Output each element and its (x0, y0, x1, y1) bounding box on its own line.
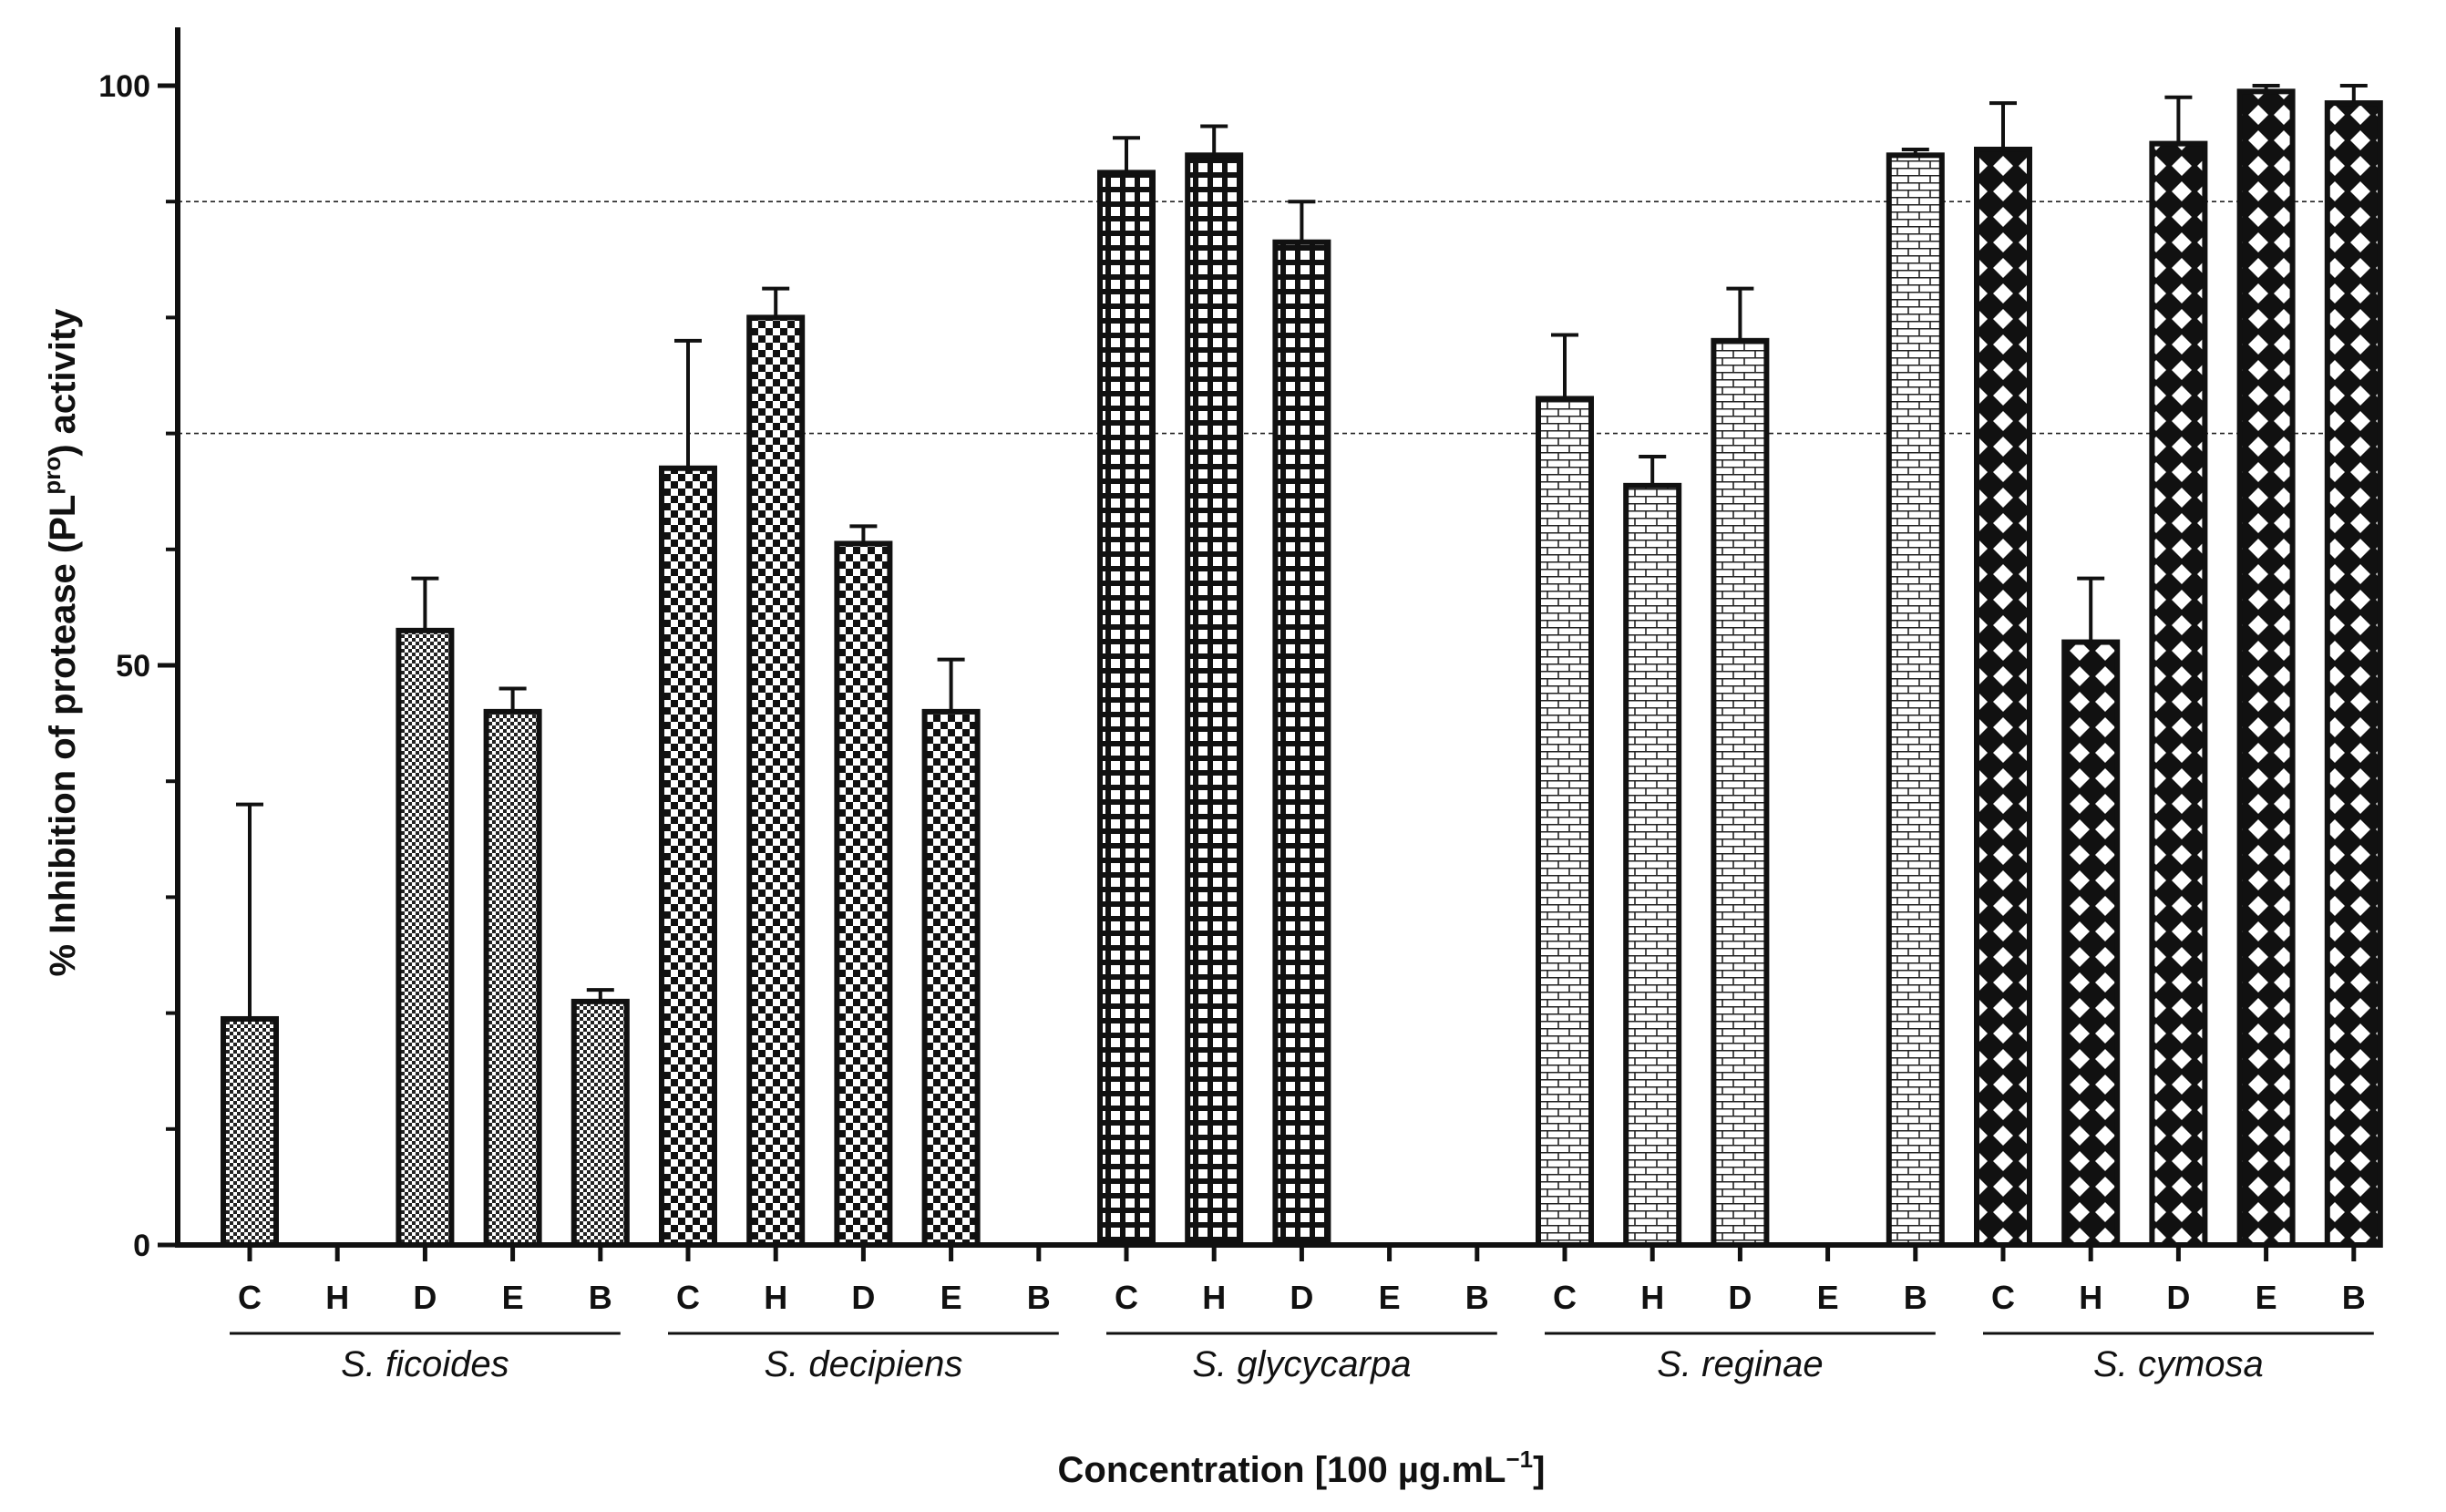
x-tick-label: B (1465, 1279, 1489, 1316)
x-tick-label: C (1115, 1279, 1138, 1316)
x-tick-label: B (1027, 1279, 1051, 1316)
x-tick-label: H (2079, 1279, 2102, 1316)
x-tick-label: C (1553, 1279, 1577, 1316)
bar-2-D (1272, 239, 1331, 1249)
group-label: S. ficoides (341, 1344, 509, 1384)
x-axis-title: Concentration [100 µg.mL−1] (1058, 1445, 1546, 1490)
x-tick-label: B (2342, 1279, 2366, 1316)
x-tick-label: C (1991, 1279, 2015, 1316)
x-tick-label: H (1640, 1279, 1664, 1316)
bar-1-D (834, 540, 893, 1248)
bar-4-E (2236, 88, 2296, 1249)
bar-4-H (2061, 639, 2121, 1248)
y-tick-label: 0 (133, 1229, 150, 1263)
bar-1-H (746, 314, 806, 1248)
y-tick-label: 100 (98, 69, 150, 104)
bar-1-C (659, 465, 717, 1248)
group-label: S. reginae (1657, 1344, 1823, 1384)
bar-4-C (1974, 146, 2032, 1249)
x-tick-label: C (676, 1279, 700, 1316)
x-tick-label: C (238, 1279, 262, 1316)
x-tick-label: E (940, 1279, 962, 1316)
y-tick-label: 50 (116, 649, 150, 684)
bar-0-C (221, 1015, 279, 1248)
group-label: S. glycycarpa (1192, 1344, 1411, 1384)
bar-3-C (1536, 396, 1594, 1248)
bar-4-B (2324, 100, 2383, 1249)
x-tick-label: D (2166, 1279, 2190, 1316)
x-tick-label: B (1904, 1279, 1927, 1316)
x-tick-label: E (1817, 1279, 1839, 1316)
x-tick-label: H (1202, 1279, 1226, 1316)
group-label: S. cymosa (2093, 1344, 2264, 1384)
y-axis-title: % Inhibition of protease (PLpro) activit… (38, 308, 83, 977)
bar-0-B (570, 998, 630, 1248)
bar-1-E (921, 708, 981, 1248)
x-tick-label: E (502, 1279, 524, 1316)
bar-3-D (1711, 337, 1770, 1248)
bar-2-H (1185, 152, 1244, 1249)
x-tick-label: H (764, 1279, 787, 1316)
x-tick-label: H (325, 1279, 349, 1316)
x-tick-label: D (851, 1279, 875, 1316)
bar-4-D (2149, 140, 2208, 1249)
bar-0-E (483, 708, 542, 1248)
group-label: S. decipiens (764, 1344, 962, 1384)
x-tick-label: D (1728, 1279, 1752, 1316)
bar-0-D (396, 627, 455, 1248)
x-tick-label: B (589, 1279, 612, 1316)
bar-2-C (1097, 170, 1156, 1248)
x-tick-label: D (413, 1279, 437, 1316)
x-tick-label: E (1379, 1279, 1401, 1316)
x-tick-label: E (2256, 1279, 2277, 1316)
x-tick-label: D (1290, 1279, 1313, 1316)
bar-3-B (1886, 152, 1945, 1249)
bar-3-H (1623, 482, 1682, 1248)
